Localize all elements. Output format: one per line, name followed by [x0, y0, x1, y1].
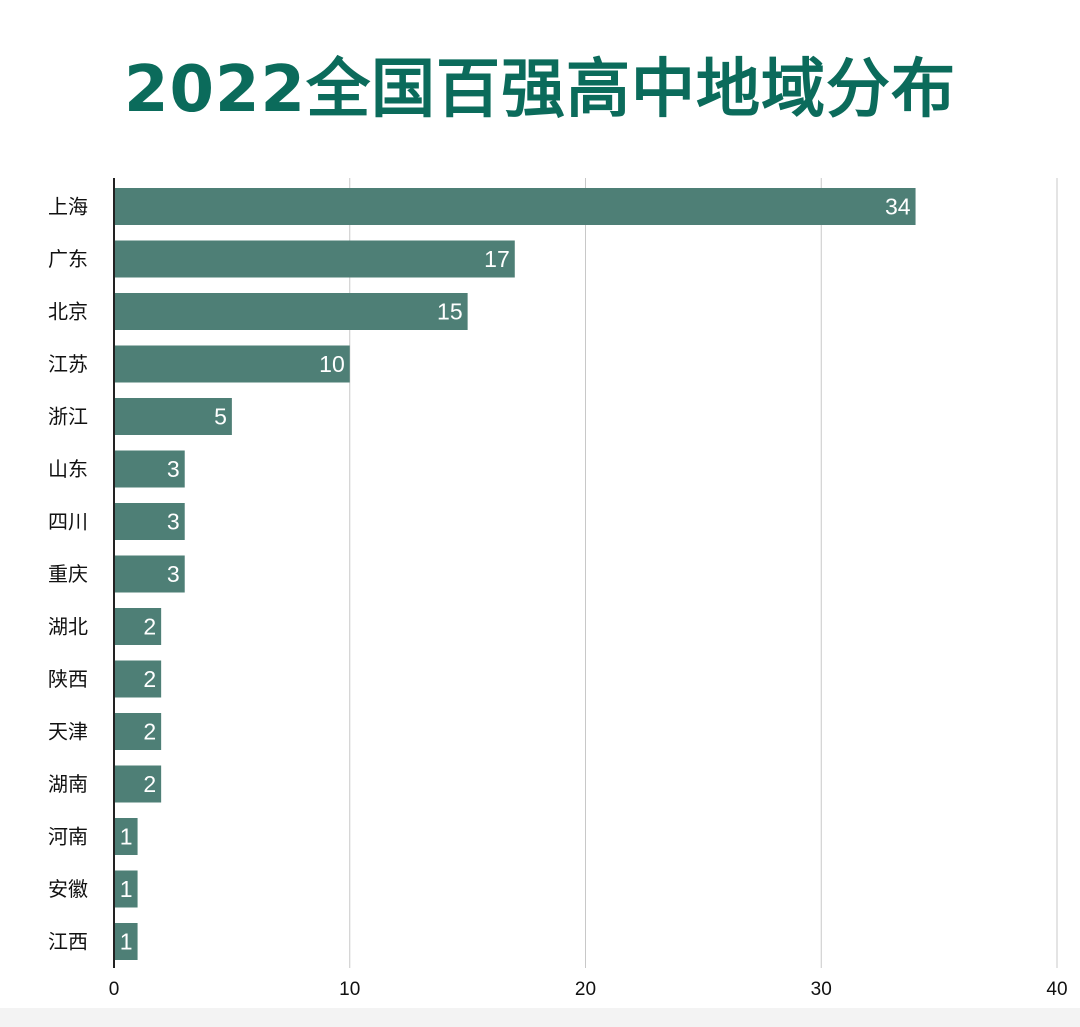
bar-湖南: [114, 765, 162, 803]
data-label-北京: 15: [437, 299, 463, 325]
x-tick-label: 40: [1046, 979, 1067, 1000]
category-label-陕西: 陕西: [48, 667, 88, 691]
footer-band: [0, 1008, 1080, 1027]
data-label-湖北: 2: [143, 614, 156, 640]
category-label-北京: 北京: [48, 300, 88, 324]
data-label-浙江: 5: [214, 404, 227, 430]
bar-江西: [114, 923, 138, 960]
data-label-河南: 1: [120, 824, 133, 850]
category-label-湖北: 湖北: [48, 615, 88, 639]
bar-安徽: [114, 870, 138, 908]
data-label-重庆: 3: [167, 561, 180, 587]
category-label-重庆: 重庆: [48, 562, 88, 586]
category-label-江西: 江西: [48, 930, 88, 954]
bar-浙江: [114, 398, 232, 435]
bar-北京: [114, 293, 468, 330]
data-labels: 34 17 15 10 5 3 3 3 2 2 2 2 1 1 1: [120, 194, 911, 955]
bar-重庆: [114, 555, 185, 593]
data-label-天津: 2: [143, 719, 156, 745]
category-label-河南: 河南: [48, 825, 88, 849]
category-label-四川: 四川: [48, 510, 88, 534]
category-label-湖南: 湖南: [48, 772, 88, 796]
x-tick-labels: 0 10 20 30 40: [109, 979, 1068, 1000]
data-label-江西: 1: [120, 929, 133, 955]
category-label-广东: 广东: [48, 247, 88, 271]
bars: [114, 188, 916, 960]
bar-湖北: [114, 608, 162, 645]
data-label-湖南: 2: [143, 771, 156, 797]
data-label-广东: 17: [484, 246, 510, 272]
x-tick-label: 10: [339, 979, 360, 1000]
data-label-陕西: 2: [143, 666, 156, 692]
category-label-山东: 山东: [48, 457, 88, 481]
bar-山东: [114, 450, 185, 488]
category-label-天津: 天津: [48, 720, 88, 744]
bar-四川: [114, 503, 185, 540]
x-tick-label: 20: [575, 979, 596, 1000]
bar-广东: [114, 240, 515, 278]
bar-河南: [114, 818, 138, 855]
data-label-安徽: 1: [120, 876, 133, 902]
data-label-山东: 3: [167, 456, 180, 482]
chart-title: 2022全国百强高中地域分布: [123, 53, 957, 127]
data-label-江苏: 10: [319, 351, 345, 377]
data-label-四川: 3: [167, 509, 180, 535]
data-label-上海: 34: [885, 194, 911, 220]
bar-上海: [114, 188, 916, 225]
category-label-上海: 上海: [48, 195, 88, 219]
x-tick-label: 30: [811, 979, 832, 1000]
bar-江苏: [114, 345, 350, 383]
x-tick-label: 0: [109, 979, 120, 1000]
category-label-江苏: 江苏: [48, 352, 88, 376]
category-label-浙江: 浙江: [48, 405, 88, 429]
category-label-安徽: 安徽: [48, 877, 88, 901]
bar-陕西: [114, 660, 162, 698]
bar-天津: [114, 713, 162, 750]
